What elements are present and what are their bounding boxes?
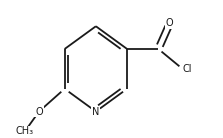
- Text: Cl: Cl: [183, 64, 192, 74]
- Text: CH₃: CH₃: [16, 126, 34, 136]
- Text: O: O: [166, 18, 173, 28]
- Text: N: N: [92, 107, 99, 116]
- Text: O: O: [35, 107, 43, 116]
